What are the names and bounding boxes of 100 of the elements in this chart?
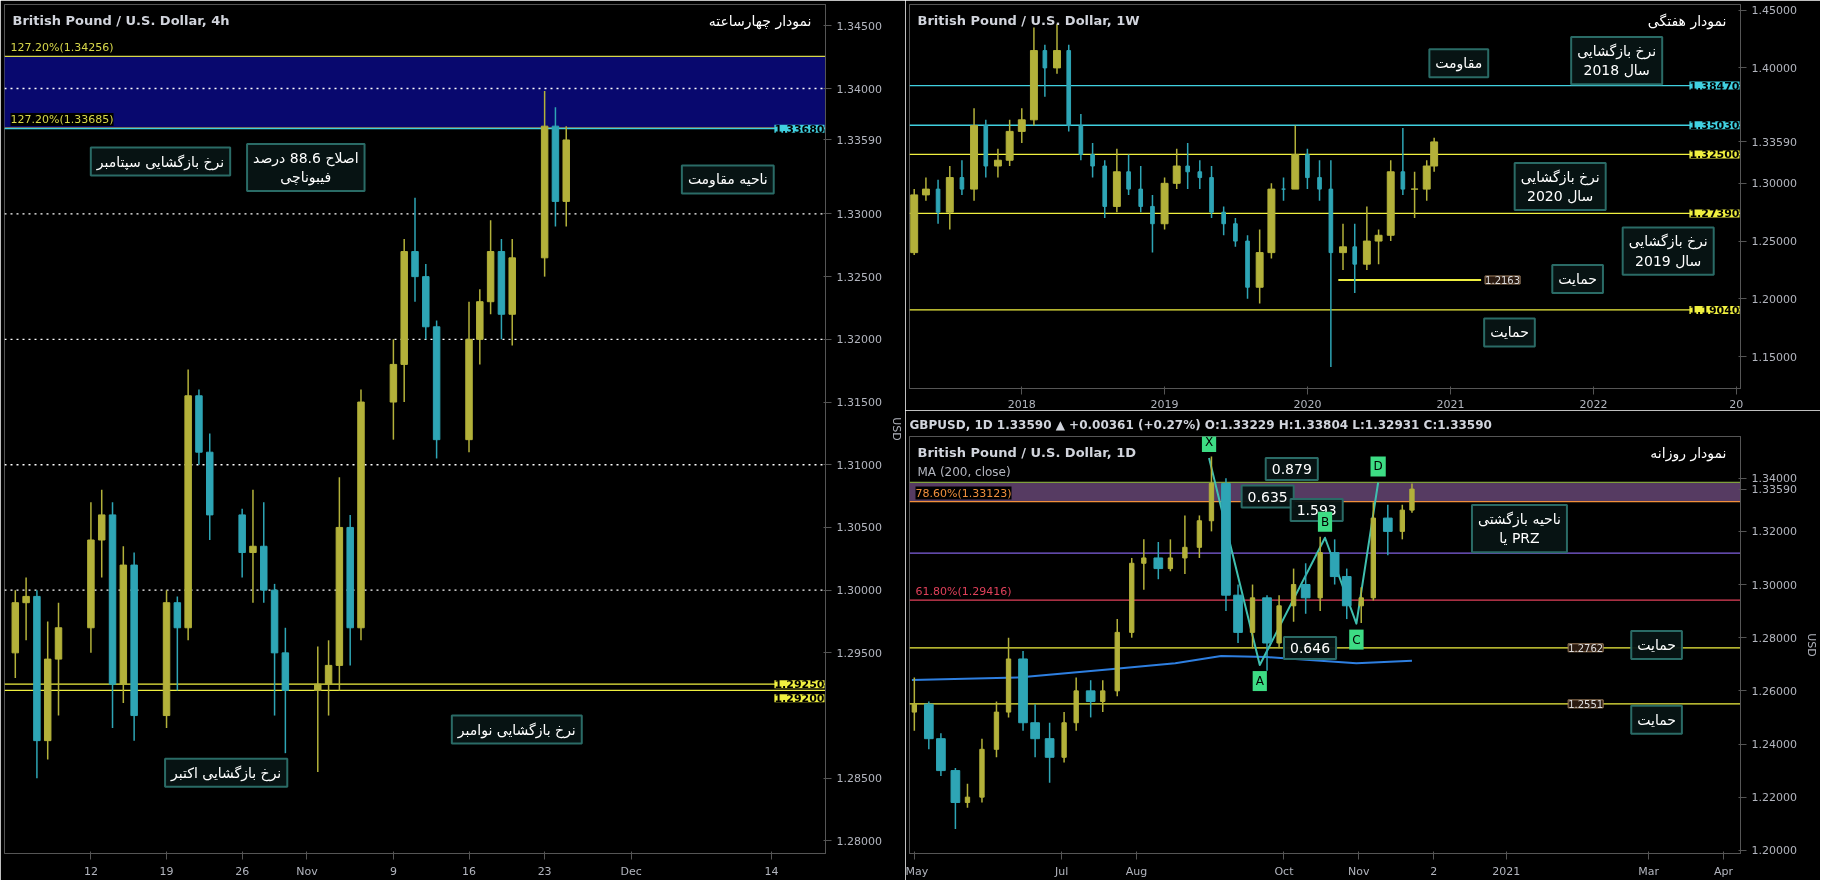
annotation: 1.2762 [1568,642,1604,654]
annotation: نرخ بازگشایی سال 2019 [1628,233,1708,269]
ref-line-label: 127.20%(1.33685) [10,113,114,127]
annotation: A [1255,674,1265,689]
candlestick [1317,159,1322,202]
ref-line-label: 78.60%(1.33123) [915,486,1012,500]
candlestick [1044,721,1055,784]
y-tick-label: 1.40000 [1751,61,1797,75]
x-tick-label: 16 [462,864,477,878]
annotation: 0.879 [1271,461,1312,478]
candlestick [1410,171,1419,219]
x-tick-label: 2 [1430,864,1438,878]
annotation: 1.2163 [1485,274,1521,286]
candlestick [1017,107,1026,144]
candlestick [249,489,257,604]
candlestick [911,676,918,732]
candlestick [1233,217,1238,248]
candlestick [1197,159,1203,190]
annotation: 1.27390 [1689,207,1740,221]
text: British Pound / U.S. Dollar, 1D [917,444,1137,460]
text: نمودار روزانه [1650,444,1727,462]
candlestick [1053,23,1061,75]
annotation: D [1373,459,1383,474]
x-tick-label: Oct [1274,864,1295,878]
x-tick-label: Apr [1714,864,1734,878]
y-tick-label: 1.15000 [1751,350,1797,364]
x-tick-label: 2019 [1150,397,1179,411]
annotation: 1.2551 [1568,698,1604,710]
y-tick-label: 1.31500 [836,396,882,410]
y-tick-label: 1.33590 [1751,135,1797,149]
y-tick-label: 1.34500 [836,19,882,33]
x-tick-label: Nov [1348,864,1371,878]
y-tick-label: 1.30000 [1751,177,1797,191]
annotation: 0.635 [1247,488,1288,505]
annotation: 1.33680 [774,122,825,136]
candlestick [1221,205,1226,237]
candlestick [1374,228,1383,265]
annotation: 1.32500 [1689,148,1740,162]
candlestick [1400,127,1406,196]
candlestick [1126,153,1131,196]
y-tick-label: 1.30500 [836,521,882,535]
x-tick-label: May [905,864,929,878]
annotation: 1.29250 [774,678,825,692]
candlestick [1100,679,1106,713]
x-tick-label: Nov [296,864,319,878]
y-tick-label: 1.28500 [836,772,882,786]
candlestick [324,639,333,717]
annotation: ناحیه بازگشتی یا PRZ [1477,511,1561,547]
text: GBPUSD, 1D 1.33590 ▲ +0.00361 (+0.27%) O:1.33229 H:1.33804 L:1.32931 C:1.33590 [909,417,1492,432]
candlestick [1290,567,1297,623]
ref-line-label: 127.20%(1.34256) [10,41,114,55]
y-axis-title: USD [1804,633,1818,657]
candlestick [1362,205,1371,271]
candlestick [1182,514,1188,575]
annotation: نرخ بازگشایی سال 2018 [1577,42,1657,79]
text: British Pound / U.S. Dollar, 1W [917,12,1140,28]
annotation: حمایت [1637,637,1676,653]
y-tick-label: 1.33590 [836,133,882,147]
candlestick [1141,538,1147,591]
y-tick-label: 1.26000 [1751,684,1797,698]
y-tick-label: 1.20000 [1751,292,1797,306]
candlestick [1150,194,1155,254]
x-tick-label: Jul [1054,864,1069,878]
x-tick-label: 2018 [1007,397,1036,411]
candlestick [1185,142,1190,190]
x-tick-label: 2021 [1492,864,1521,878]
candlestick [1030,703,1040,759]
y-tick-label: 1.22000 [1751,791,1797,805]
candlestick [1382,504,1393,557]
text: نمودار چهارساعته [708,12,812,30]
x-tick-label: 26 [235,864,250,878]
annotation: نرخ بازگشایی سال 2020 [1520,168,1600,205]
y-tick-label: 1.20000 [1751,844,1797,858]
ref-line-label: 61.80%(1.29416) [915,585,1012,599]
y-tick-label: 1.30000 [836,584,882,598]
candlestick [1085,679,1096,719]
y-axis-title: USD [889,417,903,441]
text: نمودار هفتگی [1647,12,1727,30]
annotation: C [1352,632,1361,647]
x-tick-label: Mar [1638,864,1660,878]
candlestick [22,576,30,642]
y-tick-label: 1.28000 [836,834,882,848]
y-tick-label: 1.33000 [836,207,882,221]
x-tick-label: 23 [537,864,552,878]
annotation: MA (200, close) [917,464,1011,479]
annotation: حمایت [1558,271,1597,288]
annotation: 1.29200 [774,692,825,706]
annotation: حمایت [1490,324,1529,341]
candlestick [1339,223,1347,271]
y-tick-label: 1.31000 [836,458,882,472]
y-tick-label: 1.34000 [836,82,882,96]
annotation: 0.646 [1290,639,1331,656]
candlestick [1138,165,1144,213]
annotation: B [1320,514,1330,529]
x-tick-label: 2020 [1293,397,1322,411]
x-tick-label: 2021 [1436,397,1465,411]
annotation: نرخ بازگشایی اکتبر [170,764,282,782]
y-tick-label: 1.24000 [1751,738,1797,751]
candlestick [1409,482,1415,514]
text: British Pound / U.S. Dollar, 4h [12,12,230,28]
